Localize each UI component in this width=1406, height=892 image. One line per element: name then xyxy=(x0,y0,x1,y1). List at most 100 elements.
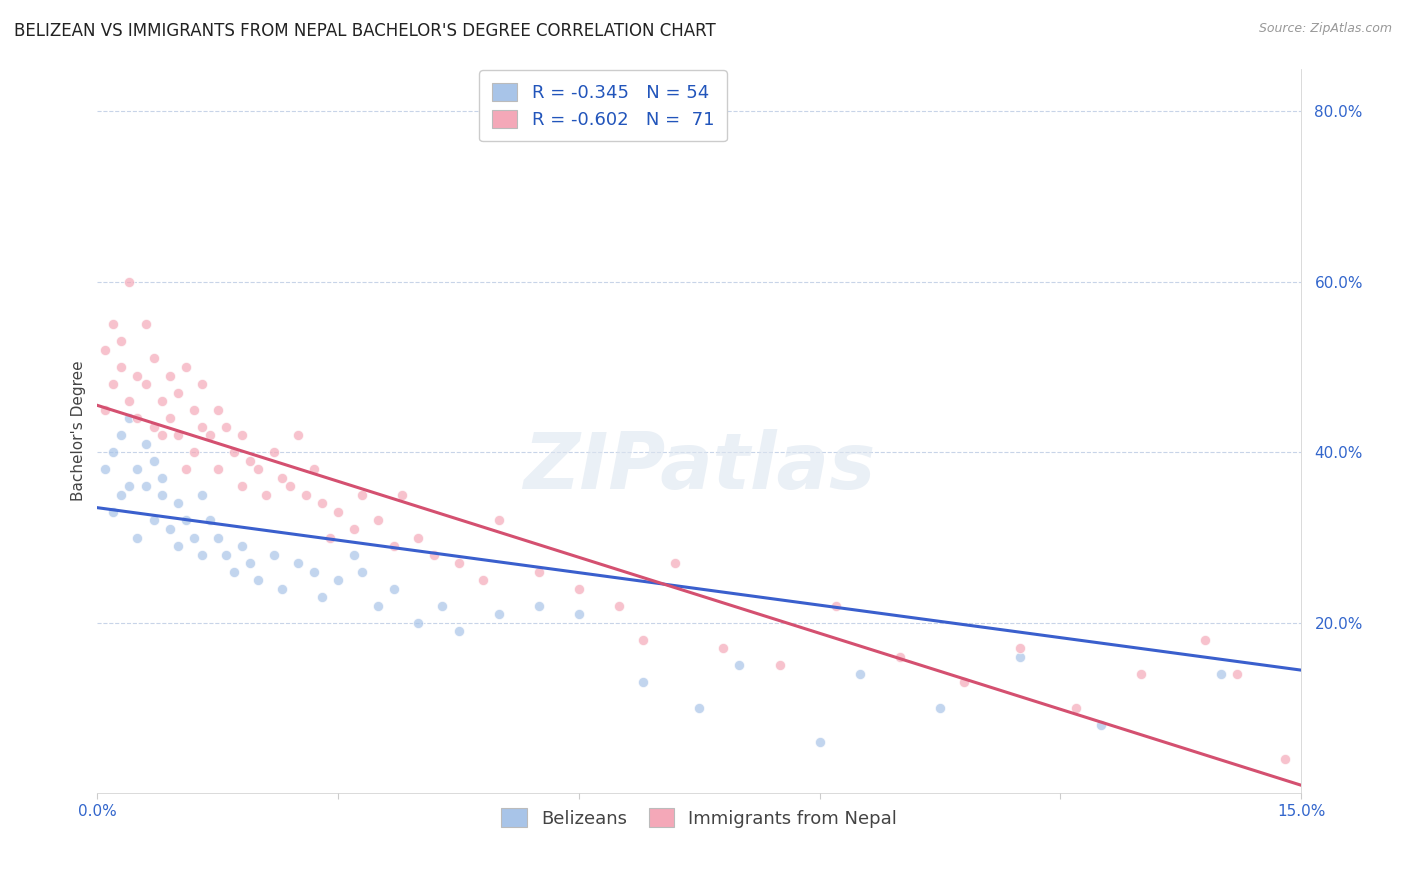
Point xyxy=(166,539,188,553)
Point xyxy=(343,548,366,562)
Point xyxy=(134,436,156,450)
Point xyxy=(352,488,374,502)
Point xyxy=(1066,701,1088,715)
Point xyxy=(271,471,294,485)
Point xyxy=(166,385,188,400)
Point xyxy=(207,402,229,417)
Point xyxy=(311,496,333,510)
Point xyxy=(174,359,197,374)
Point xyxy=(953,675,976,690)
Point xyxy=(134,377,156,392)
Point xyxy=(207,462,229,476)
Point xyxy=(222,445,245,459)
Point xyxy=(142,419,165,434)
Point xyxy=(127,368,149,383)
Point xyxy=(159,411,181,425)
Point xyxy=(929,701,952,715)
Point xyxy=(150,488,173,502)
Point xyxy=(367,513,389,527)
Point xyxy=(222,565,245,579)
Point xyxy=(271,582,294,596)
Point xyxy=(768,658,790,673)
Point xyxy=(568,582,591,596)
Text: Source: ZipAtlas.com: Source: ZipAtlas.com xyxy=(1258,22,1392,36)
Point xyxy=(1010,641,1032,656)
Point xyxy=(343,522,366,536)
Point xyxy=(118,479,141,493)
Point xyxy=(103,377,125,392)
Point xyxy=(423,548,446,562)
Point xyxy=(287,428,309,442)
Point xyxy=(1090,718,1112,732)
Point xyxy=(150,428,173,442)
Point xyxy=(190,419,212,434)
Point xyxy=(849,667,872,681)
Point xyxy=(127,531,149,545)
Point xyxy=(110,428,132,442)
Point xyxy=(110,359,132,374)
Point xyxy=(254,488,277,502)
Point xyxy=(488,607,510,622)
Point xyxy=(447,624,470,639)
Point xyxy=(246,573,269,587)
Point xyxy=(447,556,470,570)
Point xyxy=(134,479,156,493)
Legend: Belizeans, Immigrants from Nepal: Belizeans, Immigrants from Nepal xyxy=(494,801,904,835)
Point xyxy=(688,701,710,715)
Point xyxy=(1226,667,1249,681)
Point xyxy=(295,488,318,502)
Point xyxy=(183,445,205,459)
Point xyxy=(527,599,550,613)
Point xyxy=(142,513,165,527)
Point xyxy=(408,531,430,545)
Point xyxy=(127,462,149,476)
Point xyxy=(319,531,342,545)
Point xyxy=(278,479,301,493)
Y-axis label: Bachelor's Degree: Bachelor's Degree xyxy=(72,360,86,501)
Point xyxy=(263,548,285,562)
Point xyxy=(889,649,911,664)
Point xyxy=(150,394,173,409)
Point xyxy=(118,275,141,289)
Point xyxy=(382,539,405,553)
Point xyxy=(808,735,831,749)
Point xyxy=(246,462,269,476)
Point xyxy=(166,428,188,442)
Point xyxy=(118,394,141,409)
Point xyxy=(382,582,405,596)
Point xyxy=(824,599,846,613)
Point xyxy=(190,548,212,562)
Point xyxy=(134,318,156,332)
Point xyxy=(142,351,165,366)
Point xyxy=(1129,667,1152,681)
Point xyxy=(367,599,389,613)
Point xyxy=(110,488,132,502)
Point xyxy=(94,343,117,357)
Point xyxy=(94,462,117,476)
Point xyxy=(118,411,141,425)
Point xyxy=(631,675,654,690)
Point xyxy=(183,531,205,545)
Point xyxy=(527,565,550,579)
Point xyxy=(231,479,253,493)
Point xyxy=(231,539,253,553)
Point xyxy=(568,607,591,622)
Point xyxy=(190,377,212,392)
Point xyxy=(631,632,654,647)
Point xyxy=(103,505,125,519)
Point xyxy=(103,318,125,332)
Point xyxy=(166,496,188,510)
Point xyxy=(110,334,132,349)
Point xyxy=(215,419,238,434)
Point xyxy=(198,513,221,527)
Text: BELIZEAN VS IMMIGRANTS FROM NEPAL BACHELOR'S DEGREE CORRELATION CHART: BELIZEAN VS IMMIGRANTS FROM NEPAL BACHEL… xyxy=(14,22,716,40)
Point xyxy=(215,548,238,562)
Point xyxy=(302,462,325,476)
Point xyxy=(607,599,630,613)
Point xyxy=(94,402,117,417)
Point xyxy=(159,368,181,383)
Point xyxy=(488,513,510,527)
Point xyxy=(432,599,454,613)
Point xyxy=(664,556,686,570)
Point xyxy=(471,573,494,587)
